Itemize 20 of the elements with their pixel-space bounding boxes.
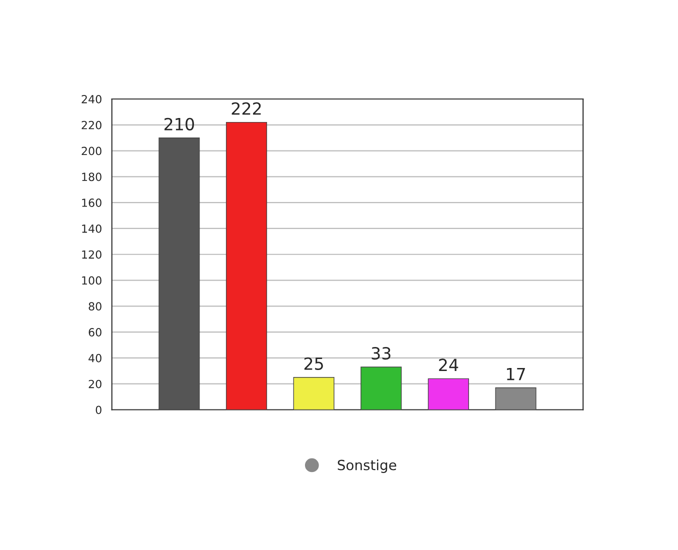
- y-tick-label: 40: [88, 354, 102, 362]
- y-tick-label: 200: [82, 146, 102, 156]
- y-tick-label: 60: [88, 328, 102, 336]
- data-label: 25: [304, 357, 323, 370]
- data-label: 222: [232, 102, 261, 115]
- y-tick-label: 80: [88, 302, 102, 311]
- y-tick-label: 220: [82, 120, 102, 130]
- y-tick-label: 100: [82, 276, 102, 285]
- legend-label: Sonstige: [338, 460, 396, 473]
- y-tick-label: 180: [82, 172, 102, 182]
- y-tick-label: 0: [96, 406, 102, 414]
- data-label: 33: [372, 347, 390, 360]
- data-label: 210: [164, 118, 194, 130]
- data-label: 24: [439, 358, 458, 372]
- y-tick-label: 240: [82, 94, 102, 104]
- y-tick-label: 20: [88, 380, 102, 388]
- y-tick-label: 160: [82, 198, 102, 207]
- y-tick-label: 120: [82, 250, 102, 259]
- data-label: 17: [506, 368, 525, 380]
- y-tick-label: 140: [82, 224, 102, 233]
